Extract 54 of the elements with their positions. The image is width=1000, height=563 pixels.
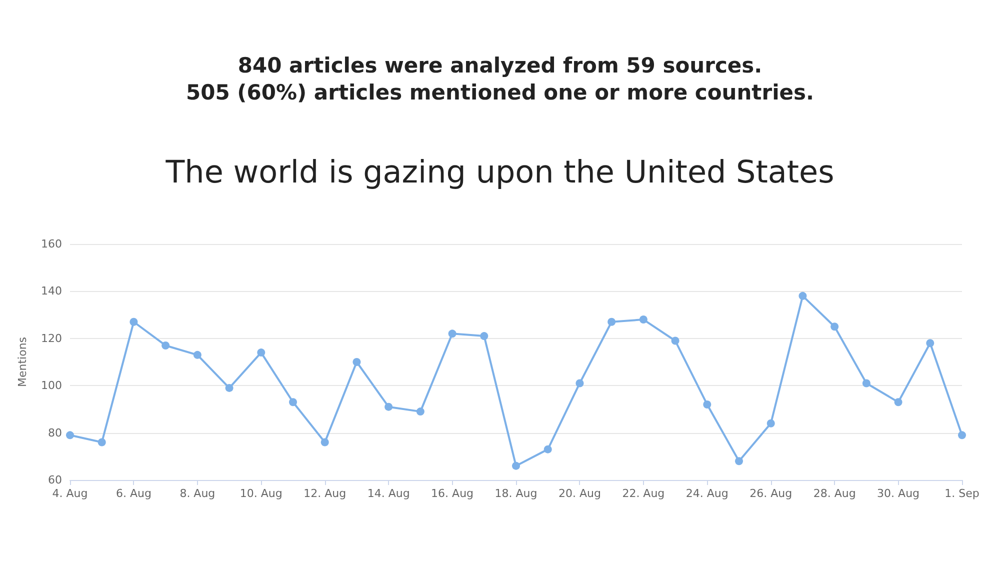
point xyxy=(66,431,74,440)
point xyxy=(480,332,488,340)
chart-title: The world is gazing upon the United States xyxy=(164,154,834,190)
x-tick-label: 28. Aug xyxy=(813,487,856,500)
point xyxy=(544,445,552,454)
x-tick-label: 1. Sep xyxy=(944,487,980,500)
point xyxy=(512,462,520,470)
point xyxy=(798,292,807,300)
x-tick-label: 6. Aug xyxy=(116,487,152,500)
point xyxy=(416,408,424,416)
x-tick-label: 24. Aug xyxy=(686,487,728,500)
point xyxy=(576,379,584,388)
point xyxy=(193,350,202,359)
point xyxy=(639,316,648,324)
x-tick-label: 10. Aug xyxy=(240,487,282,500)
point xyxy=(448,330,456,338)
point xyxy=(257,348,266,357)
y-axis-title: Mentions xyxy=(16,336,29,388)
point xyxy=(289,398,297,406)
x-tick-label: 12. Aug xyxy=(304,487,346,500)
x-tick-label: 20. Aug xyxy=(558,487,601,500)
point xyxy=(830,322,839,331)
point xyxy=(958,431,966,440)
y-tick-label: 80 xyxy=(48,426,62,440)
x-tick-label: 16. Aug xyxy=(431,487,474,500)
text: 840 articles were analyzed from 59 sources. xyxy=(238,54,762,78)
point xyxy=(162,341,170,350)
y-tick-label: 140 xyxy=(41,284,62,298)
point xyxy=(735,457,743,466)
text: 505 (60%) articles mentioned one or more countries. xyxy=(186,80,814,104)
point xyxy=(671,336,680,345)
x-tick-label: 26. Aug xyxy=(750,487,792,500)
x-tick-label: 30. Aug xyxy=(877,487,920,500)
point xyxy=(225,384,234,392)
point xyxy=(130,318,138,326)
y-tick-label: 160 xyxy=(41,238,62,250)
x-tick-label: 4. Aug xyxy=(52,487,88,500)
x-tick-label: 8. Aug xyxy=(180,487,216,500)
point xyxy=(608,318,616,326)
y-tick-label: 60 xyxy=(48,474,62,486)
point xyxy=(384,402,393,411)
point xyxy=(98,438,106,446)
x-tick-label: 22. Aug xyxy=(622,487,665,500)
x-tick-label: 14. Aug xyxy=(367,487,410,500)
point xyxy=(352,358,361,366)
point xyxy=(862,379,870,388)
point xyxy=(703,400,712,408)
x-tick-label: 18. Aug xyxy=(494,487,538,500)
y-tick-label: 100 xyxy=(41,379,62,392)
point xyxy=(894,398,902,406)
y-tick-label: 120 xyxy=(41,332,62,345)
point xyxy=(926,339,934,348)
point xyxy=(766,419,775,428)
point xyxy=(320,438,329,446)
